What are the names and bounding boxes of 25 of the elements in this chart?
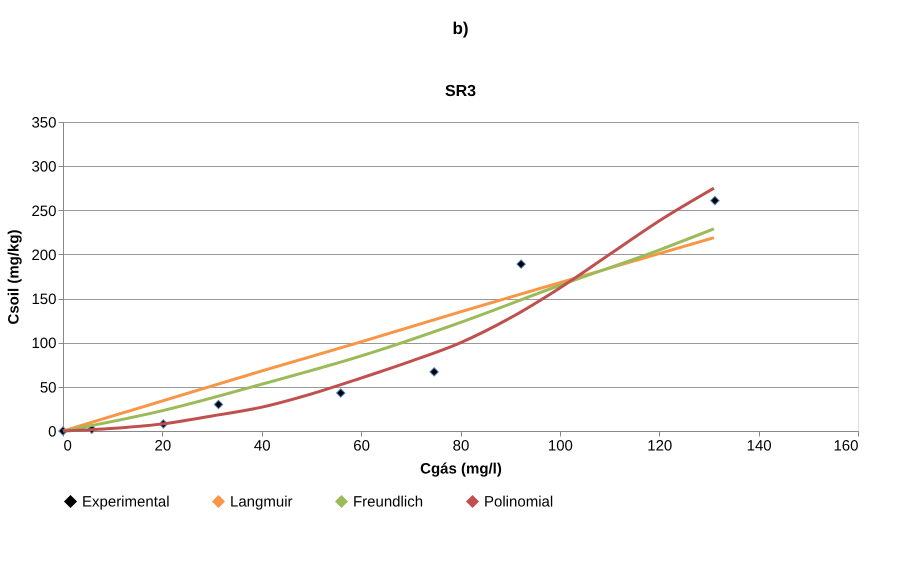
- x-tick-label: 160: [833, 438, 858, 454]
- x-tick-label: 80: [452, 438, 470, 454]
- x-tick-label: 60: [353, 438, 370, 454]
- y-axis-title: Csoil (mg/kg): [5, 229, 22, 325]
- chart-subtitle: SR3: [444, 83, 476, 100]
- y-tick-label: 100: [31, 335, 56, 352]
- chart-title: b): [452, 19, 469, 38]
- x-tick-label: 120: [647, 438, 672, 454]
- legend-label: Freundlich: [353, 494, 424, 511]
- y-tick-label: 0: [48, 424, 56, 440]
- y-tick-label: 350: [31, 114, 56, 132]
- legend-label: Langmuir: [230, 494, 293, 511]
- y-tick-label: 200: [31, 246, 56, 264]
- y-tick-label: 150: [31, 291, 56, 308]
- y-tick-label: 50: [40, 379, 56, 396]
- x-tick-label: 40: [254, 438, 271, 454]
- x-tick-label: 100: [548, 438, 573, 454]
- x-tick-label: 0: [64, 438, 72, 454]
- x-tick-label: 140: [746, 438, 772, 454]
- y-tick-label: 300: [31, 158, 56, 176]
- legend-label: Experimental: [82, 494, 170, 511]
- legend-label: Polinomial: [484, 494, 554, 511]
- x-axis-title: Cgás (mg/l): [420, 460, 502, 478]
- x-tick-label: 20: [154, 438, 172, 454]
- y-tick-label: 250: [31, 202, 56, 220]
